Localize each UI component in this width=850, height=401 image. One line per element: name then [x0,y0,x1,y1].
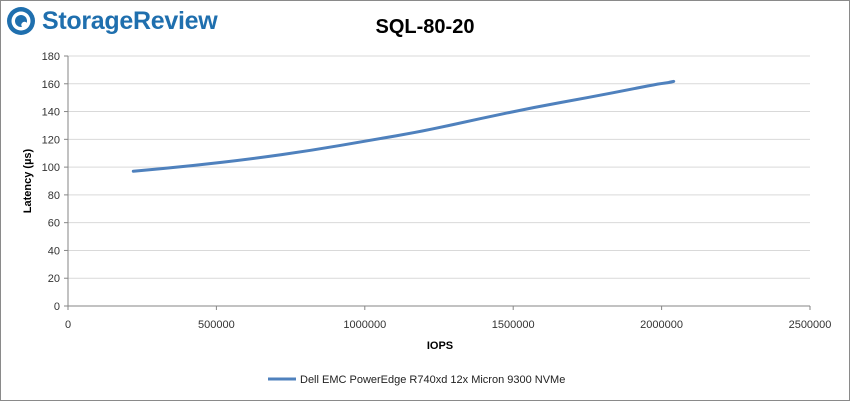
x-tick-label: 1000000 [343,319,386,331]
brand-logo: StorageReview [6,4,218,38]
x-tick-label: 500000 [198,319,235,331]
x-tick-label: 1500000 [492,319,535,331]
series-lines [131,79,676,173]
y-tick-label: 120 [42,134,60,146]
axes [64,55,811,310]
y-axis-title: Latency (µs) [22,148,34,213]
y-tick-label: 100 [42,162,60,174]
brand-name: StorageReview [42,6,218,35]
series-line [131,79,676,173]
chart-title: SQL-80-20 [376,16,475,38]
tick-labels: 0 20 40 60 80 100 120 140 160 180 0 500000 1000000 15… [42,51,832,331]
y-tick-label: 180 [42,51,60,63]
y-tick-label: 160 [42,79,60,91]
legend-label: Dell EMC PowerEdge R740xd 12x Micron 930… [300,374,565,386]
y-tick-label: 40 [48,245,60,257]
x-tick-label: 2500000 [789,319,832,331]
x-tick-label: 2000000 [640,319,683,331]
y-tick-label: 0 [54,301,60,313]
y-tick-label: 140 [42,107,60,119]
y-tick-label: 60 [48,218,60,230]
storagereview-logo-icon [7,7,35,35]
y-tick-label: 20 [48,273,60,285]
x-tick-label: 0 [65,319,71,331]
x-axis-title: IOPS [427,340,453,352]
legend: Dell EMC PowerEdge R740xd 12x Micron 930… [268,374,565,386]
y-tick-label: 80 [48,190,60,202]
